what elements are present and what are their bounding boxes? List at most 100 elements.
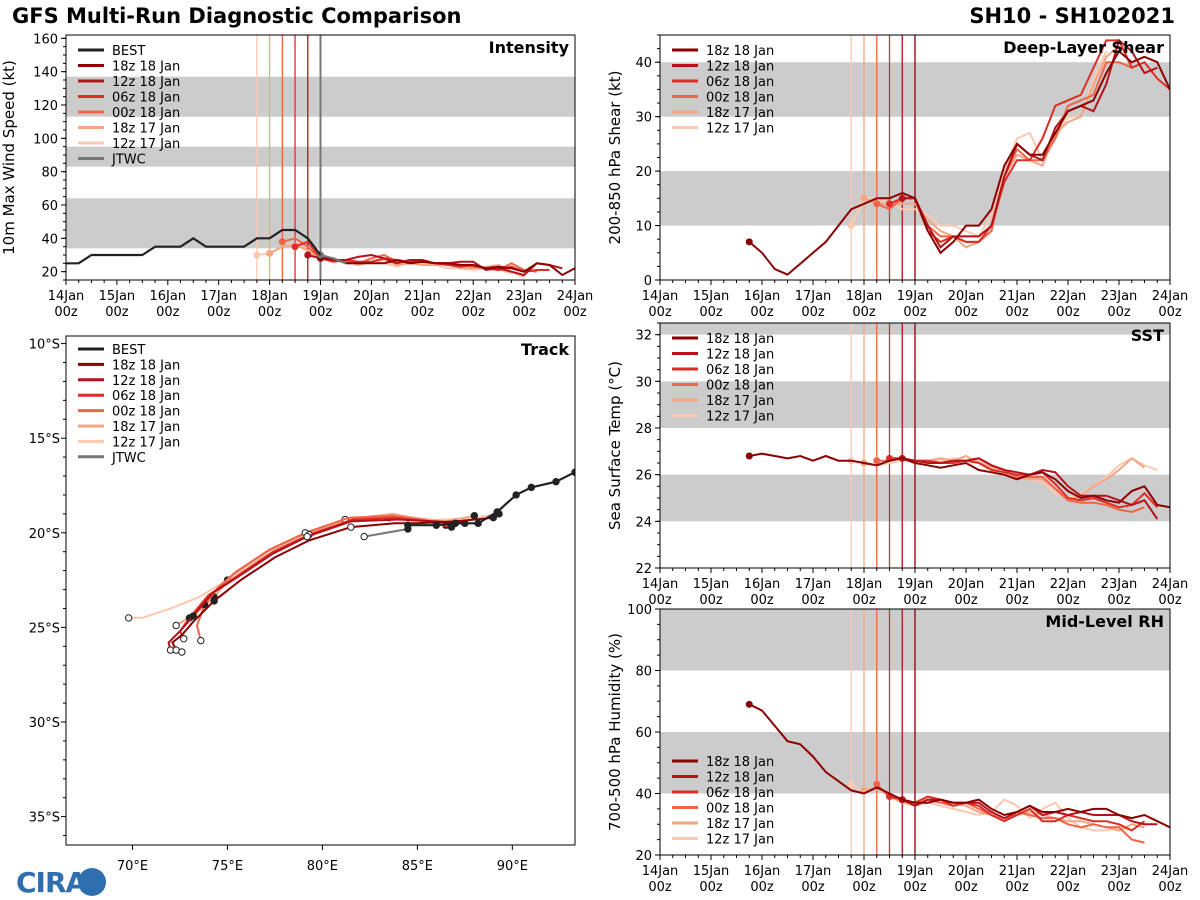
series-start-marker-r18z17 bbox=[266, 249, 274, 257]
y-tick-label: 80 bbox=[41, 166, 58, 181]
x-tick-label-hour: 00z bbox=[1158, 305, 1182, 320]
x-tick-label-date: 16Jan bbox=[150, 289, 187, 304]
series-start-marker-r12z18 bbox=[304, 251, 312, 259]
storm-id: SH10 - SH102021 bbox=[969, 4, 1175, 28]
track-marker-r18z18 bbox=[210, 597, 218, 605]
y-tick-label: 40 bbox=[635, 56, 652, 71]
y-tick-label: 60 bbox=[41, 199, 58, 214]
x-tick-label-date: 23Jan bbox=[506, 289, 543, 304]
y-tick-label: 30 bbox=[635, 111, 652, 126]
legend-label-r12z18: 12z 18 Jan bbox=[706, 771, 774, 786]
x-tick-label-date: 19Jan bbox=[302, 289, 339, 304]
legend-label-r12z17: 12z 17 Jan bbox=[706, 122, 774, 137]
x-tick-label-hour: 00z bbox=[954, 593, 978, 608]
legend-label-r12z17: 12z 17 Jan bbox=[112, 435, 180, 450]
series-group bbox=[745, 452, 1170, 520]
x-tick-label-hour: 00z bbox=[903, 305, 927, 320]
x-tick-label-date: 22Jan bbox=[1050, 577, 1087, 592]
legend-label-r12z18: 12z 18 Jan bbox=[706, 348, 774, 363]
x-tick-label-date: 21Jan bbox=[999, 864, 1036, 879]
series-line-r18z18 bbox=[748, 49, 1170, 276]
axes-frame bbox=[65, 335, 576, 846]
track-line-r18z18 bbox=[171, 516, 494, 653]
panel-title: SST bbox=[1131, 326, 1164, 345]
x-tick-label-date: 22Jan bbox=[1050, 864, 1087, 879]
x-tick-label-hour: 00z bbox=[1056, 593, 1080, 608]
x-tick-label-date: 18Jan bbox=[846, 289, 883, 304]
x-tick-label-date: 23Jan bbox=[1101, 864, 1138, 879]
legend-label-r06z18: 06z 18 Jan bbox=[706, 363, 774, 378]
legend-label-r18z17: 18z 17 Jan bbox=[706, 394, 774, 409]
y-tick-label: 26 bbox=[635, 469, 652, 484]
x-tick-label-date: 16Jan bbox=[744, 864, 781, 879]
x-tick-label-date: 22Jan bbox=[1050, 289, 1087, 304]
x-tick-label-hour: 00z bbox=[54, 305, 78, 320]
y-tick-label: 30 bbox=[635, 375, 652, 390]
y-tick-label: 140 bbox=[33, 66, 58, 81]
y-tick-label: 32 bbox=[635, 329, 652, 344]
legend-label-r18z17: 18z 17 Jan bbox=[706, 817, 774, 832]
x-tick-label-date: 17Jan bbox=[795, 577, 832, 592]
x-tick-label-hour: 00z bbox=[699, 880, 723, 895]
x-tick-label-date: 18Jan bbox=[846, 864, 883, 879]
panel-title: Mid-Level RH bbox=[1045, 612, 1164, 631]
legend-label-r06z18: 06z 18 Jan bbox=[112, 91, 180, 106]
x-tick-label: 80°E bbox=[307, 859, 338, 874]
x-tick-label-hour: 00z bbox=[360, 305, 384, 320]
y-tick-label: 100 bbox=[33, 132, 58, 147]
x-tick-label-date: 14Jan bbox=[642, 577, 679, 592]
y-tick-label: 80 bbox=[635, 665, 652, 680]
track-line-JTWC bbox=[364, 528, 409, 538]
x-tick-label-hour: 00z bbox=[852, 593, 876, 608]
track-marker-BEST bbox=[432, 521, 441, 529]
x-tick-label-hour: 00z bbox=[1107, 305, 1131, 320]
legend-label-BEST: BEST bbox=[112, 343, 145, 358]
x-tick-label-hour: 00z bbox=[699, 593, 723, 608]
y-tick-label: 10°S bbox=[29, 338, 60, 353]
track-marker-BEST bbox=[512, 491, 520, 499]
x-tick-label-date: 24Jan bbox=[1152, 577, 1189, 592]
x-tick-label-hour: 00z bbox=[801, 880, 825, 895]
x-tick-label-hour: 00z bbox=[1107, 880, 1131, 895]
x-tick-label-hour: 00z bbox=[1158, 593, 1182, 608]
y-axis-label: 700-500 hPa Humidity (%) bbox=[606, 633, 624, 831]
legend-label-r00z18: 00z 18 Jan bbox=[706, 379, 774, 394]
x-tick-label-date: 14Jan bbox=[642, 289, 679, 304]
track-marker-r12z18 bbox=[189, 612, 197, 620]
x-tick-label-date: 15Jan bbox=[693, 577, 730, 592]
x-tick-label: 75°E bbox=[212, 859, 243, 874]
x-tick-label-date: 14Jan bbox=[48, 289, 85, 304]
legend-label-r12z17: 12z 17 Jan bbox=[112, 137, 180, 152]
legend-label-r12z17: 12z 17 Jan bbox=[706, 410, 774, 425]
page-title: GFS Multi-Run Diagnostic Comparison bbox=[12, 4, 462, 28]
x-tick-label: 70°E bbox=[117, 859, 148, 874]
legend-label-r06z18: 06z 18 Jan bbox=[706, 786, 774, 801]
legend-label-r18z18: 18z 18 Jan bbox=[706, 44, 774, 59]
series-start-marker-r12z17 bbox=[847, 780, 855, 788]
x-tick-label-hour: 00z bbox=[903, 593, 927, 608]
y-tick-label: 22 bbox=[635, 562, 652, 577]
series-line-r06z18 bbox=[889, 795, 1146, 832]
track-marker-BEST bbox=[404, 521, 412, 529]
x-tick-label-hour: 00z bbox=[1107, 593, 1131, 608]
x-tick-label-hour: 00z bbox=[852, 880, 876, 895]
legend-label-r12z18: 12z 18 Jan bbox=[706, 60, 774, 75]
x-tick-label-date: 17Jan bbox=[200, 289, 237, 304]
series-start-marker-r00z18 bbox=[873, 780, 881, 788]
series-group bbox=[66, 228, 575, 278]
series-line-r18z18 bbox=[320, 257, 575, 277]
y-tick-label: 100 bbox=[627, 603, 652, 618]
track-marker-r18z18 bbox=[347, 523, 355, 531]
x-tick-label-hour: 00z bbox=[156, 305, 180, 320]
y-tick-label: 30°S bbox=[29, 716, 60, 731]
x-tick-label-hour: 00z bbox=[648, 593, 672, 608]
x-tick-label-date: 24Jan bbox=[1152, 864, 1189, 879]
y-axis-label: 200-850 hPa Shear (kt) bbox=[606, 71, 624, 245]
legend-label-r00z18: 00z 18 Jan bbox=[706, 802, 774, 817]
x-tick-label-date: 15Jan bbox=[99, 289, 136, 304]
x-tick-label-hour: 00z bbox=[207, 305, 231, 320]
x-tick-label-date: 24Jan bbox=[1152, 289, 1189, 304]
series-start-marker-r06z18 bbox=[291, 243, 299, 251]
